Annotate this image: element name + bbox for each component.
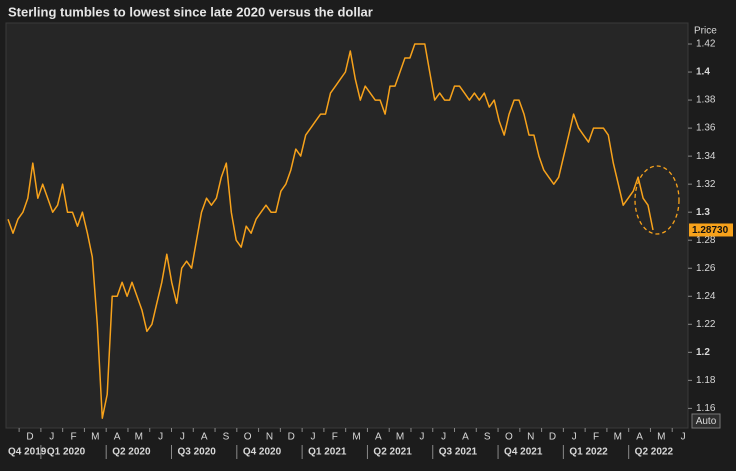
x-tick-label: J [572,432,577,443]
x-tick-label: J [158,432,163,443]
y-tick-label: 1.4 [696,67,710,78]
x-tick-label: M [135,432,143,443]
x-tick-label: D [549,432,556,443]
quarter-label: Q4 2021 [504,447,543,458]
x-tick-label: M [614,432,622,443]
y-tick-label: 1.16 [696,403,716,414]
chart-title: Sterling tumbles to lowest since late 20… [8,4,373,19]
x-tick-label: F [70,432,76,443]
quarter-label: Q2 2022 [635,447,674,458]
x-tick-label: M [91,432,99,443]
current-price-box [689,223,733,237]
y-tick-label: 1.24 [696,291,716,302]
x-tick-label: J [441,432,446,443]
x-tick-label: O [244,432,252,443]
x-tick-label: J [311,432,316,443]
x-tick-label: J [419,432,424,443]
highlight-circle [634,165,680,235]
y-tick-label: 1.32 [696,179,716,190]
quarter-label: Q2 2021 [373,447,412,458]
x-tick-label: A [201,432,208,443]
y-axis-label: Price [694,26,717,37]
x-tick-label: N [266,432,273,443]
x-tick-label: O [505,432,513,443]
x-tick-label: D [26,432,33,443]
x-tick-label: A [114,432,121,443]
x-tick-label: S [223,432,230,443]
x-tick-label: A [462,432,469,443]
x-tick-label: A [375,432,382,443]
quarter-label: Q1 2020 [47,447,86,458]
quarter-label: Q4 2020 [243,447,282,458]
x-tick-label: S [484,432,491,443]
auto-button-label[interactable]: Auto [696,416,717,427]
x-tick-label: A [636,432,643,443]
x-tick-label: F [593,432,599,443]
y-tick-label: 1.26 [696,263,716,274]
auto-button[interactable] [691,413,721,429]
y-tick-label: 1.28 [696,235,716,246]
quarter-label: Q3 2021 [439,447,478,458]
quarter-label: Q1 2022 [569,447,608,458]
current-price-label: 1.28730 [692,225,729,236]
quarter-label: Q2 2020 [112,447,151,458]
x-tick-label: F [332,432,338,443]
x-tick-label: M [352,432,360,443]
x-tick-label: D [288,432,295,443]
plot-area [5,22,689,429]
x-tick-label: J [180,432,185,443]
y-tick-label: 1.22 [696,319,716,330]
y-tick-label: 1.36 [696,123,716,134]
quarter-label: Q4 2019 [8,447,47,458]
y-tick-label: 1.18 [696,375,716,386]
price-line [7,43,654,419]
y-tick-label: 1.34 [696,151,716,162]
y-tick-label: 1.42 [696,39,716,50]
x-tick-label: M [657,432,665,443]
quarter-label: Q3 2020 [178,447,217,458]
x-tick-label: J [681,432,686,443]
y-tick-label: 1.2 [696,347,710,358]
quarter-label: Q1 2021 [308,447,347,458]
x-tick-label: J [49,432,54,443]
y-tick-label: 1.38 [696,95,716,106]
y-tick-label: 1.3 [696,207,710,218]
x-tick-label: N [527,432,534,443]
x-tick-label: M [396,432,404,443]
